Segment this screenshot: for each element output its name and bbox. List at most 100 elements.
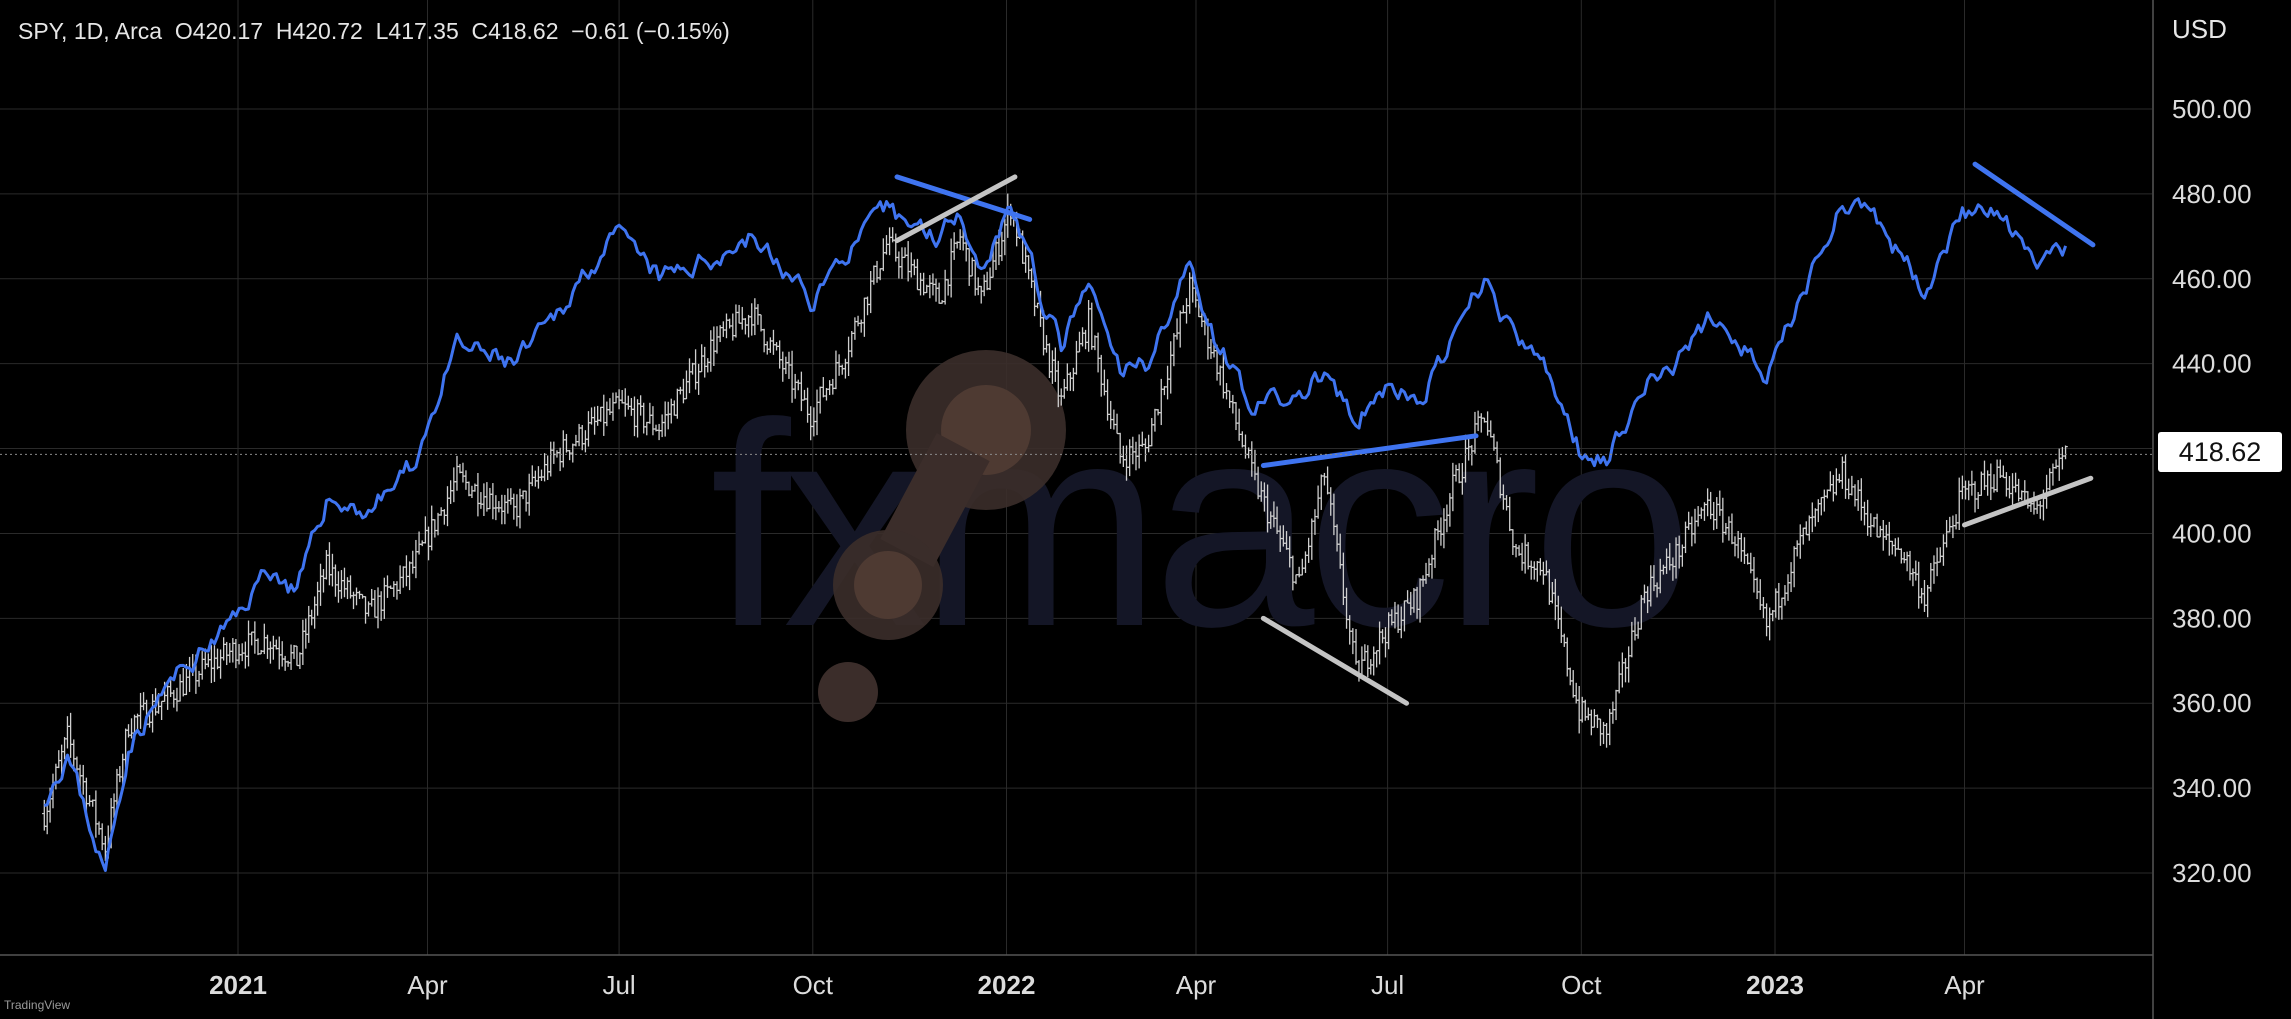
trendline[interactable] — [1972, 161, 2096, 248]
x-tick-label[interactable]: Apr — [1176, 970, 1217, 1000]
ohlc-bar — [475, 473, 481, 517]
ohlc-bar — [702, 346, 707, 378]
trendlines[interactable] — [894, 161, 2096, 706]
ohlc-bar — [277, 636, 282, 670]
axis-frame — [0, 0, 2154, 1019]
trendline[interactable] — [1961, 475, 2094, 528]
ohlc-bar — [1919, 587, 1924, 604]
legend-symbol[interactable]: SPY, 1D, Arca — [18, 18, 163, 44]
ohlc-bar — [644, 421, 649, 436]
symbol-legend[interactable]: SPY, 1D, Arca O420.17 H420.72 L417.35 C4… — [18, 18, 730, 45]
y-tick-label[interactable]: 400.00 — [2172, 518, 2252, 548]
ohlc-bar — [339, 570, 344, 599]
ohlc-bar — [1589, 709, 1594, 736]
ohlc-bar — [117, 766, 123, 783]
ohlc-bar — [1795, 540, 1800, 557]
ohlc-bar — [1732, 536, 1738, 557]
trendline[interactable] — [894, 174, 1018, 244]
ohlc-bar — [681, 378, 686, 404]
ohlc-bar — [2038, 500, 2043, 519]
ohlc-bar — [918, 272, 923, 296]
ohlc-bar — [294, 645, 300, 667]
ohlc-bar — [1610, 701, 1616, 724]
x-tick-label[interactable]: Oct — [1561, 970, 1602, 1000]
ohlc-bar — [601, 394, 606, 436]
ohlc-bar — [1969, 470, 1975, 496]
ohlc-bar — [363, 596, 368, 624]
ohlc-bar — [445, 486, 450, 527]
x-tick-label[interactable]: 2021 — [209, 970, 267, 1000]
ohlc-bar — [1947, 516, 1952, 533]
ohlc-bar — [1988, 463, 1994, 501]
ohlc-bar — [413, 539, 419, 579]
ohlc-bar — [868, 270, 873, 314]
y-tick-label[interactable]: 440.00 — [2172, 349, 2252, 379]
ohlc-bar — [1801, 527, 1806, 545]
x-tick-label[interactable]: 2023 — [1746, 970, 1804, 1000]
ohlc-bar — [1083, 329, 1088, 350]
ohlc-bar — [312, 596, 317, 629]
ohlc-bar — [1779, 597, 1785, 620]
trendline[interactable] — [894, 174, 1033, 222]
ohlc-bar — [354, 587, 359, 606]
ohlc-bar — [551, 441, 557, 464]
tradingview-attribution[interactable]: TradingView — [4, 998, 71, 1012]
ohlc-bar — [1878, 525, 1883, 538]
ohlc-bar — [252, 621, 258, 654]
ohlc-bar — [1598, 718, 1603, 746]
ohlc-bar — [1735, 530, 1741, 559]
ohlc-bar — [1720, 497, 1726, 543]
ohlc-bar — [382, 577, 387, 619]
y-tick-label[interactable]: 340.00 — [2172, 773, 2252, 803]
ohlc-bar — [573, 434, 579, 447]
y-tick-label[interactable]: 320.00 — [2172, 858, 2252, 888]
ohlc-bar — [288, 644, 294, 670]
ohlc-bar — [699, 344, 704, 373]
y-tick-label[interactable]: 460.00 — [2172, 264, 2252, 294]
ohlc-bar — [1604, 722, 1609, 748]
y-tick-label[interactable]: 380.00 — [2172, 603, 2252, 633]
ohlc-bar — [727, 318, 732, 329]
y-axis-ticks[interactable]: 320.00340.00360.00380.00400.00420.00440.… — [2172, 94, 2252, 888]
ohlc-bar — [567, 449, 572, 461]
y-tick-label[interactable]: 500.00 — [2172, 94, 2252, 124]
x-tick-label[interactable]: Jul — [602, 970, 635, 1000]
x-axis-ticks[interactable]: 2021 Apr Jul Oct 2022 Apr Jul Oct 2023 Apr — [209, 970, 1985, 1000]
ohlc-bar — [336, 571, 341, 603]
ohlc-bar — [1852, 484, 1858, 507]
ohlc-bar — [758, 314, 764, 332]
x-tick-label[interactable]: 2022 — [978, 970, 1036, 1000]
ohlc-bar — [632, 396, 637, 437]
ohlc-bar — [246, 620, 251, 667]
trendline[interactable] — [1260, 615, 1410, 706]
currency-label[interactable]: USD — [2172, 14, 2227, 44]
ohlc-bar — [1938, 547, 1943, 563]
ohlc-bar — [249, 631, 254, 646]
trendline[interactable] — [1260, 433, 1479, 469]
ohlc-bar — [752, 298, 758, 336]
ohlc-bar — [1994, 459, 2000, 493]
ohlc-bar — [761, 328, 767, 353]
ohlc-bar — [749, 303, 754, 336]
y-tick-label[interactable]: 480.00 — [2172, 179, 2252, 209]
ohlc-bar — [2031, 491, 2037, 515]
ohlc-bar — [243, 641, 248, 669]
x-tick-label[interactable]: Oct — [793, 970, 834, 1000]
ohlc-bar — [1855, 480, 1861, 511]
ohlc-bar — [196, 670, 202, 687]
x-tick-label[interactable]: Jul — [1371, 970, 1404, 1000]
ohlc-bar — [586, 411, 591, 447]
legend-close: C418.62 — [471, 18, 559, 44]
ohlc-bar — [93, 790, 99, 838]
x-tick-label[interactable]: Apr — [407, 970, 448, 1000]
ohlc-bar — [1782, 585, 1788, 606]
ohlc-bar — [324, 549, 329, 580]
ohlc-bar — [942, 269, 948, 305]
ohlc-bar — [570, 443, 575, 463]
ohlc-bar — [255, 638, 261, 656]
y-tick-label[interactable]: 360.00 — [2172, 688, 2252, 718]
x-tick-label[interactable]: Apr — [1944, 970, 1985, 1000]
ohlc-bar — [1791, 546, 1797, 588]
